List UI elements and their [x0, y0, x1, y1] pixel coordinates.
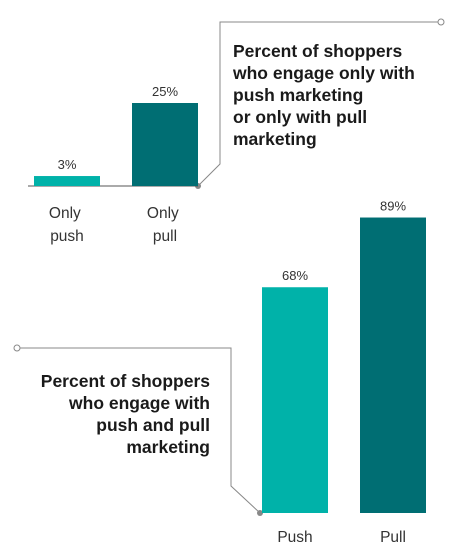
value-label-only-push: 3% [58, 157, 77, 172]
bar-only-push [34, 176, 100, 186]
connector-line-2 [17, 347, 261, 514]
connector-end-dot-2 [257, 510, 263, 516]
value-label-only-pull: 25% [152, 84, 178, 99]
title-line: Percent of shoppers [40, 371, 210, 391]
title-line: marketing [126, 437, 210, 457]
title-line: Percent of shoppers [233, 41, 403, 61]
category-label-only-push: Only push [49, 205, 85, 245]
bar-pull [360, 217, 426, 513]
title-line: push and pull [96, 415, 210, 435]
category-label-push: Push [277, 529, 312, 546]
connector-line-1 [197, 21, 441, 187]
title-line: or only with pull [233, 107, 368, 127]
chart-title-small: Percent of shoppers who engage only with… [233, 40, 415, 150]
title-line: who engage only with [233, 63, 415, 83]
bar-only-pull [132, 103, 198, 186]
chart-large: 68% 89% Push Pull [262, 199, 426, 546]
bar-push [262, 287, 328, 513]
value-label-push: 68% [282, 268, 308, 283]
category-label-pull: Pull [380, 529, 406, 546]
connector-end-dot-1 [437, 18, 445, 26]
value-label-pull: 89% [380, 199, 406, 214]
title-line: push marketing [233, 85, 364, 105]
chart-small: 3% 25% Only push Only pull [28, 84, 198, 245]
connector-start-dot-2 [13, 344, 21, 352]
title-line: marketing [233, 129, 317, 149]
title-line: who engage with [69, 393, 210, 413]
chart-title-large: Percent of shoppers who engage with push… [10, 370, 210, 458]
category-label-only-pull: Only pull [147, 205, 183, 245]
